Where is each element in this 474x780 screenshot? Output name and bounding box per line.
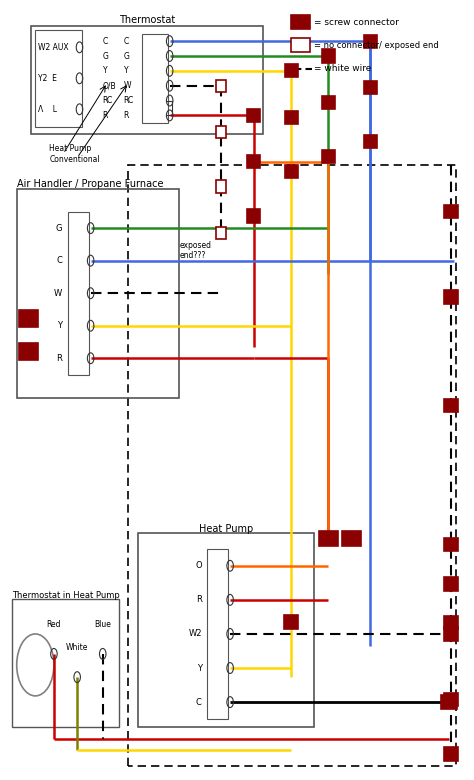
Text: G: G: [56, 224, 62, 232]
Text: Heat Pump: Heat Pump: [199, 523, 253, 534]
Text: exposed
end???: exposed end???: [180, 240, 211, 260]
Text: W2: W2: [188, 629, 202, 639]
Bar: [247, 109, 260, 122]
Text: = screw connector: = screw connector: [314, 18, 399, 27]
Text: W2 AUX: W2 AUX: [37, 43, 68, 51]
Text: = white wire: = white wire: [314, 64, 372, 73]
Bar: [445, 205, 458, 218]
Text: Y: Y: [197, 664, 202, 672]
Bar: [445, 747, 458, 760]
Bar: [216, 126, 227, 138]
Text: C: C: [56, 256, 62, 265]
Bar: [364, 34, 376, 48]
Bar: [216, 227, 227, 239]
Bar: [36, 30, 82, 126]
Bar: [364, 81, 376, 94]
Text: R: R: [56, 354, 62, 363]
Bar: [31, 26, 263, 134]
Bar: [319, 531, 337, 547]
Bar: [247, 210, 260, 222]
Bar: [445, 615, 458, 629]
Text: Y2  E: Y2 E: [37, 74, 56, 83]
Text: O: O: [195, 562, 202, 570]
Bar: [247, 155, 260, 168]
Bar: [441, 695, 457, 709]
Bar: [322, 96, 335, 109]
Text: = no connector/ exposed end: = no connector/ exposed end: [314, 41, 439, 50]
Text: Air Handler / Propane Furnace: Air Handler / Propane Furnace: [17, 179, 163, 189]
Bar: [284, 111, 298, 124]
Text: Blue: Blue: [94, 620, 111, 629]
Text: C: C: [196, 697, 202, 707]
Bar: [283, 615, 299, 629]
Text: Red: Red: [46, 620, 61, 629]
Bar: [12, 599, 119, 727]
Bar: [17, 189, 180, 398]
Text: R: R: [124, 111, 129, 120]
Text: Conventional: Conventional: [49, 155, 100, 165]
Bar: [68, 212, 89, 374]
Text: G: G: [103, 51, 109, 61]
Bar: [322, 150, 335, 163]
Text: Y: Y: [103, 66, 107, 76]
Bar: [445, 290, 458, 303]
Text: C: C: [124, 37, 129, 46]
Bar: [291, 38, 310, 52]
Bar: [216, 80, 227, 92]
Bar: [445, 538, 458, 551]
Text: Thermostat in Heat Pump: Thermostat in Heat Pump: [12, 590, 120, 600]
Text: W: W: [124, 81, 131, 90]
Text: C: C: [103, 37, 108, 46]
Text: G: G: [124, 51, 129, 61]
Bar: [284, 165, 298, 178]
Bar: [19, 343, 37, 360]
Text: Λ    L: Λ L: [37, 105, 57, 114]
Bar: [342, 531, 361, 547]
Text: Y: Y: [57, 321, 62, 330]
Bar: [216, 180, 227, 193]
Text: Y: Y: [124, 66, 128, 76]
Text: RC: RC: [124, 96, 134, 105]
Bar: [364, 135, 376, 148]
Bar: [284, 64, 298, 77]
Text: W: W: [54, 289, 62, 298]
Bar: [445, 577, 458, 591]
Bar: [207, 549, 228, 719]
Text: Thermostat: Thermostat: [119, 15, 175, 25]
Text: Heat Pump: Heat Pump: [49, 144, 91, 153]
Text: R: R: [103, 111, 108, 120]
Bar: [445, 627, 458, 641]
Bar: [445, 693, 458, 707]
Text: RC: RC: [103, 96, 113, 105]
Bar: [142, 34, 168, 122]
Text: White: White: [66, 644, 88, 652]
Bar: [137, 534, 314, 727]
Bar: [322, 49, 335, 62]
Bar: [445, 399, 458, 412]
Bar: [291, 15, 310, 29]
Bar: [19, 310, 37, 327]
Text: R: R: [196, 595, 202, 604]
Text: O/B: O/B: [103, 81, 116, 90]
